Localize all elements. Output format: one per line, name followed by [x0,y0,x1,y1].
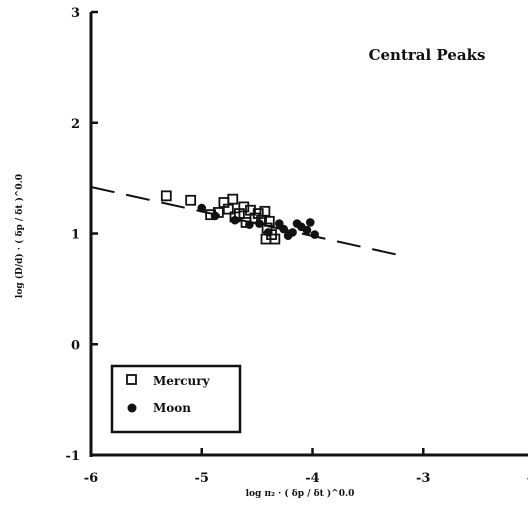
chart-title: Central Peaks [369,46,486,64]
moon-point [197,203,207,213]
moon-point [279,224,289,234]
x-tick-label: -6 [84,471,98,486]
mercury-point [227,193,239,205]
y-tick-label: 1 [71,228,80,243]
mercury-point [259,205,271,217]
y-tick-label: 0 [71,338,80,353]
x-axis-label: log π₂ · ( δp / δt )^0.0 [246,488,355,499]
mercury-point [263,215,275,227]
x-tick-label: -2 [527,471,528,486]
ticks: -6 -5 -4 -3 -2 -1 0 1 2 3 [66,6,528,486]
points-group [160,190,320,245]
mercury-point [238,201,250,213]
y-axis-label: log (D/d) · ( δp / δt )^0.0 [14,174,25,298]
moon-point [245,220,254,229]
moon-point [305,218,315,227]
x-tick-label: -4 [305,471,319,486]
y-tick-label: -1 [66,449,80,464]
moon-point [288,228,297,237]
moon-point [230,215,240,225]
legend-mercury-marker [126,374,137,385]
moon-point [310,230,320,239]
legend-moon-label: Moon [153,401,191,415]
legend: Mercury Moon [110,364,242,434]
moon-point [210,211,220,221]
moon-point [263,228,273,237]
mercury-point [269,233,281,245]
y-tick-label: 2 [71,117,80,132]
mercury-point [185,194,197,206]
mercury-point [222,203,234,215]
legend-moon-marker [127,403,137,413]
moon-point [302,225,312,235]
mercury-point [252,208,264,219]
mercury-point [160,190,172,202]
y-tick-label: 3 [71,6,80,21]
moon-point [255,219,264,228]
x-tick-label: -5 [195,471,209,486]
legend-mercury-label: Mercury [153,374,211,388]
x-tick-label: -3 [416,471,430,486]
